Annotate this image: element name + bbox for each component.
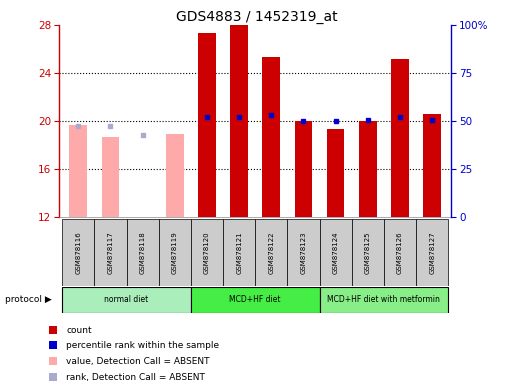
Bar [263, 57, 280, 217]
FancyBboxPatch shape [320, 287, 448, 313]
Text: GSM878122: GSM878122 [268, 231, 274, 274]
Text: GSM878123: GSM878123 [301, 231, 306, 274]
Bar [327, 129, 345, 217]
FancyBboxPatch shape [191, 219, 223, 286]
Text: GSM878119: GSM878119 [172, 231, 178, 274]
Text: GSM878117: GSM878117 [107, 231, 113, 274]
Text: MCD+HF diet with metformin: MCD+HF diet with metformin [327, 295, 440, 305]
Text: GSM878116: GSM878116 [75, 231, 81, 274]
Text: GDS4883 / 1452319_at: GDS4883 / 1452319_at [175, 10, 338, 23]
Bar [69, 124, 87, 217]
FancyBboxPatch shape [352, 219, 384, 286]
Bar [294, 121, 312, 217]
FancyBboxPatch shape [255, 219, 287, 286]
Text: GSM878121: GSM878121 [236, 231, 242, 274]
FancyBboxPatch shape [127, 219, 159, 286]
Bar [391, 59, 409, 217]
Text: protocol ▶: protocol ▶ [5, 295, 52, 305]
FancyBboxPatch shape [287, 219, 320, 286]
Text: GSM878127: GSM878127 [429, 231, 435, 274]
Text: percentile rank within the sample: percentile rank within the sample [67, 341, 220, 350]
Text: MCD+HF diet: MCD+HF diet [229, 295, 281, 305]
Bar [359, 121, 377, 217]
Bar [230, 25, 248, 217]
FancyBboxPatch shape [191, 287, 320, 313]
FancyBboxPatch shape [62, 219, 94, 286]
Text: GSM878126: GSM878126 [397, 231, 403, 274]
FancyBboxPatch shape [223, 219, 255, 286]
Text: rank, Detection Call = ABSENT: rank, Detection Call = ABSENT [67, 372, 205, 382]
FancyBboxPatch shape [159, 219, 191, 286]
Text: count: count [67, 326, 92, 334]
Bar [102, 137, 120, 217]
FancyBboxPatch shape [320, 219, 352, 286]
Bar [166, 134, 184, 217]
FancyBboxPatch shape [416, 219, 448, 286]
Text: GSM878120: GSM878120 [204, 231, 210, 274]
Text: value, Detection Call = ABSENT: value, Detection Call = ABSENT [67, 357, 210, 366]
Text: GSM878125: GSM878125 [365, 231, 371, 274]
Bar [423, 114, 441, 217]
Text: GSM878118: GSM878118 [140, 231, 146, 274]
Text: GSM878124: GSM878124 [332, 231, 339, 274]
FancyBboxPatch shape [94, 219, 127, 286]
Bar [198, 33, 216, 217]
FancyBboxPatch shape [384, 219, 416, 286]
Text: normal diet: normal diet [105, 295, 149, 305]
FancyBboxPatch shape [62, 287, 191, 313]
